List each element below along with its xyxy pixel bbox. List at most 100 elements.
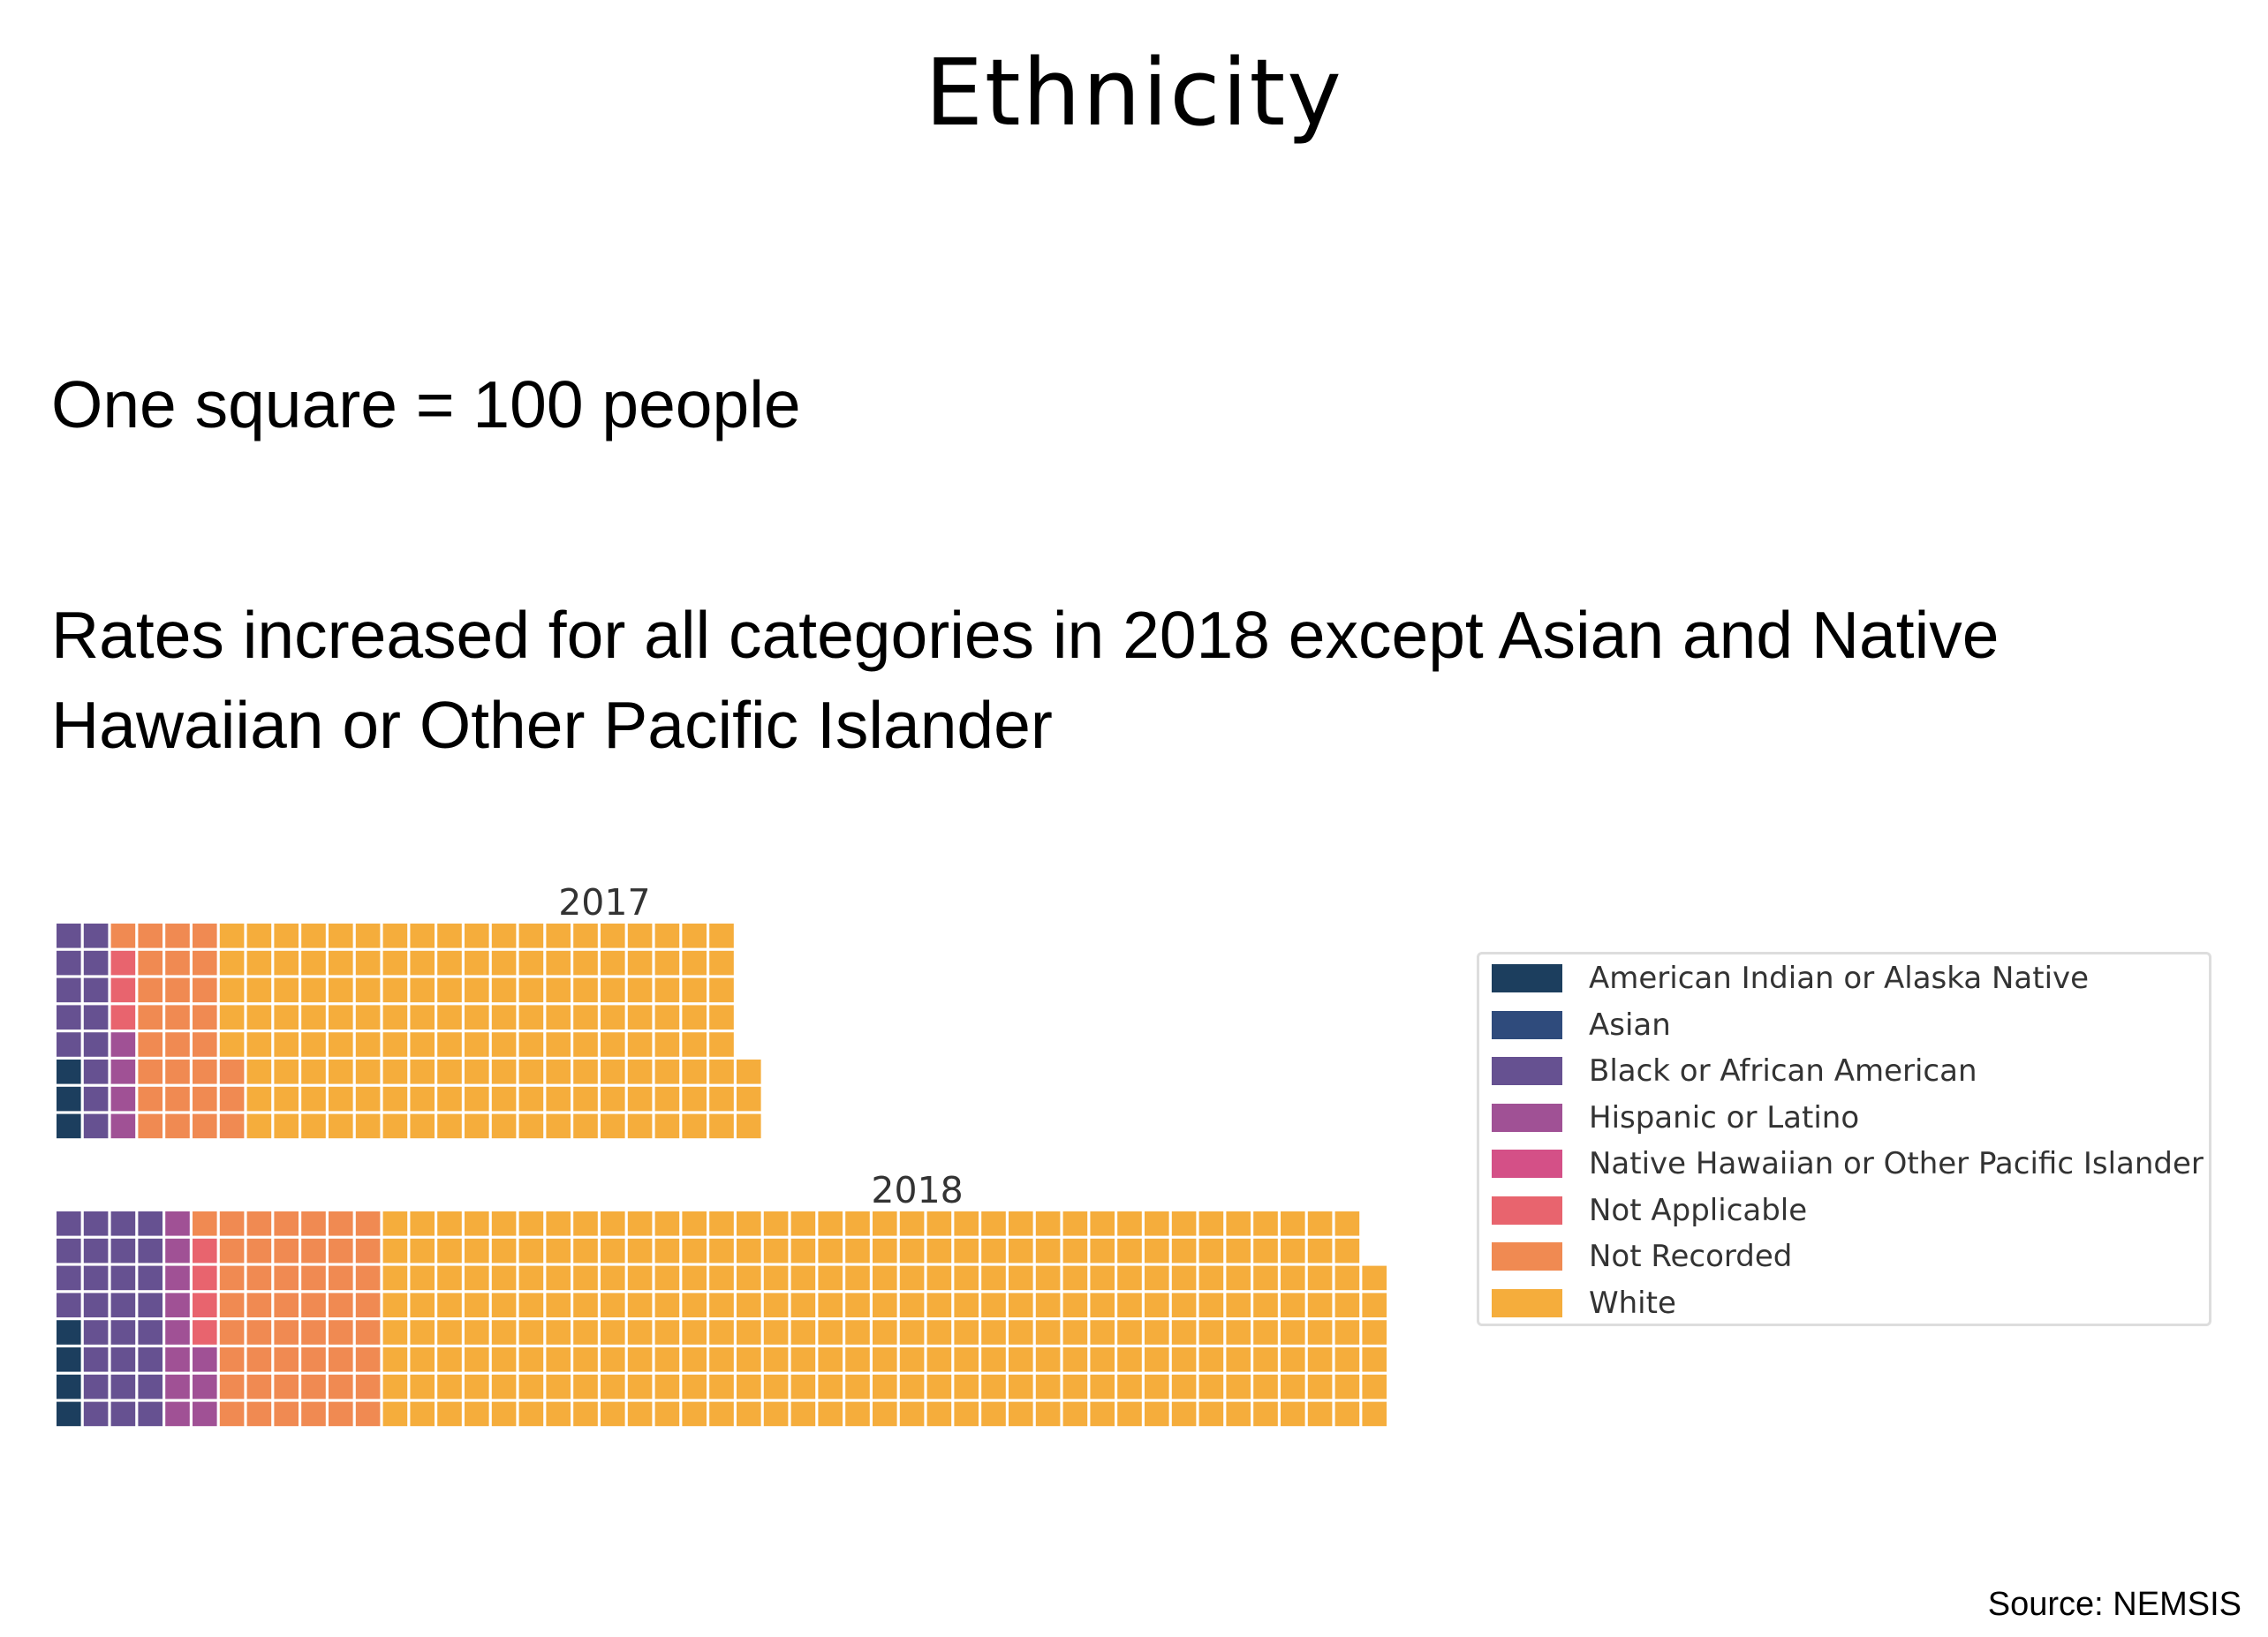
waffle-square — [845, 1320, 870, 1345]
waffle-square — [627, 1113, 653, 1139]
waffle-square — [138, 1060, 163, 1084]
waffle-square — [110, 977, 136, 1003]
waffle-square — [57, 1211, 81, 1236]
waffle-square — [899, 1320, 925, 1345]
waffle-square — [193, 1086, 217, 1112]
waffle-square — [301, 924, 326, 948]
waffle-square — [301, 977, 326, 1003]
waffle-square — [899, 1374, 925, 1399]
waffle-square — [682, 1238, 707, 1264]
waffle-square — [1145, 1347, 1169, 1372]
waffle-square — [709, 1005, 734, 1030]
waffle-square — [1171, 1211, 1197, 1236]
waffle-square — [954, 1347, 979, 1372]
waffle-square — [981, 1320, 1006, 1345]
waffle-square — [1253, 1374, 1278, 1399]
waffle-square — [329, 950, 353, 976]
waffle-square — [491, 1265, 517, 1291]
waffle-square — [410, 1374, 435, 1399]
waffle-square — [165, 977, 190, 1003]
waffle-square — [845, 1374, 870, 1399]
waffle-square — [165, 1211, 190, 1236]
waffle-square — [627, 1211, 653, 1236]
waffle-square — [1117, 1401, 1142, 1427]
waffle-square — [573, 1293, 598, 1317]
waffle-square — [1253, 1238, 1278, 1264]
waffle-square — [737, 1265, 761, 1291]
waffle-square — [518, 1347, 544, 1372]
waffle-square — [301, 1265, 326, 1291]
waffle-square — [193, 1238, 217, 1264]
waffle-square — [1334, 1320, 1360, 1345]
waffle-square — [1281, 1401, 1305, 1427]
waffle-square — [329, 1238, 353, 1264]
waffle-square — [899, 1401, 925, 1427]
waffle-square — [1090, 1238, 1115, 1264]
waffle-square — [491, 977, 517, 1003]
waffle-square — [682, 1347, 707, 1372]
waffle-square — [219, 1113, 245, 1139]
waffle-square — [518, 1401, 544, 1427]
waffle-square — [83, 1238, 109, 1264]
waffle-square — [627, 1265, 653, 1291]
waffle-square — [165, 950, 190, 976]
waffle-square — [246, 1060, 272, 1084]
waffle-square — [654, 1113, 680, 1139]
waffle-square — [165, 1113, 190, 1139]
waffle-square — [193, 1211, 217, 1236]
waffle-square — [274, 1347, 299, 1372]
waffle-square — [518, 1113, 544, 1139]
waffle-square — [737, 1060, 761, 1084]
waffle-square — [165, 1238, 190, 1264]
waffle-square — [763, 1320, 789, 1345]
waffle-square — [83, 1320, 109, 1345]
waffle-square — [219, 1060, 245, 1084]
waffle-square — [410, 1113, 435, 1139]
waffle-square — [1171, 1347, 1197, 1372]
waffle-square — [274, 1320, 299, 1345]
waffle-square — [1281, 1211, 1305, 1236]
waffle-square — [1117, 1265, 1142, 1291]
waffle-square — [573, 977, 598, 1003]
waffle-square — [654, 1347, 680, 1372]
waffle-square — [763, 1238, 789, 1264]
waffle-square — [110, 1401, 136, 1427]
waffle-square — [546, 1293, 571, 1317]
waffle-square — [165, 1320, 190, 1345]
waffle-square — [601, 1265, 625, 1291]
waffle-square — [1307, 1320, 1333, 1345]
waffle-square — [601, 1401, 625, 1427]
waffle-square — [981, 1265, 1006, 1291]
waffle-square — [1253, 1320, 1278, 1345]
waffle-square — [981, 1238, 1006, 1264]
waffle-square — [682, 1401, 707, 1427]
waffle-square — [274, 1401, 299, 1427]
legend-item: Hispanic or Latino — [1492, 1098, 1859, 1138]
waffle-square — [83, 1032, 109, 1057]
waffle-square — [193, 1060, 217, 1084]
waffle-square — [709, 950, 734, 976]
waffle-square — [138, 1086, 163, 1112]
waffle-square — [1062, 1265, 1088, 1291]
waffle-square — [410, 1005, 435, 1030]
waffle-square — [1198, 1211, 1224, 1236]
waffle-square — [57, 1086, 81, 1112]
waffle-square — [1062, 1238, 1088, 1264]
waffle-square — [518, 1238, 544, 1264]
waffle-square — [1198, 1374, 1224, 1399]
waffle-square — [491, 1347, 517, 1372]
waffle-square — [1362, 1293, 1387, 1317]
waffle-square — [1171, 1374, 1197, 1399]
waffle-square — [1334, 1401, 1360, 1427]
waffle-square — [57, 950, 81, 976]
waffle-square — [601, 1211, 625, 1236]
waffle-square — [1307, 1238, 1333, 1264]
waffle-square — [491, 1032, 517, 1057]
waffle-square — [1009, 1238, 1033, 1264]
waffle-square — [1226, 1374, 1251, 1399]
waffle-square — [546, 1060, 571, 1084]
waffle-square — [301, 1005, 326, 1030]
waffle-square — [1009, 1401, 1033, 1427]
waffle-square — [546, 1401, 571, 1427]
waffle-square — [1307, 1265, 1333, 1291]
